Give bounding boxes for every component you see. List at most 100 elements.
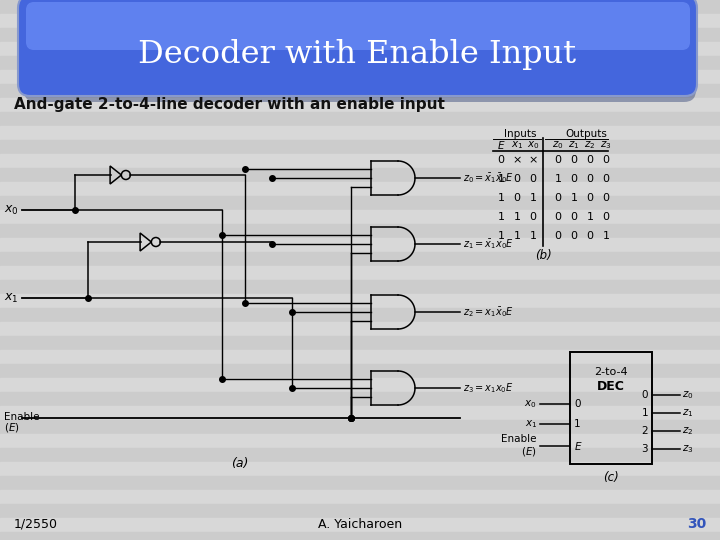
Bar <box>0 392 720 406</box>
Text: (b): (b) <box>535 249 552 262</box>
Bar <box>0 238 720 252</box>
Text: $z_3$: $z_3$ <box>600 139 612 151</box>
Text: 1: 1 <box>642 408 648 418</box>
Text: 0: 0 <box>587 174 593 184</box>
Text: 1/2550: 1/2550 <box>14 517 58 530</box>
Bar <box>0 434 720 448</box>
Text: $z_3$: $z_3$ <box>682 443 693 455</box>
Text: Enable: Enable <box>4 412 40 422</box>
Text: 0: 0 <box>513 174 521 184</box>
Bar <box>0 462 720 476</box>
Text: 0: 0 <box>570 231 577 241</box>
Bar <box>0 294 720 308</box>
Text: 0: 0 <box>603 174 610 184</box>
Text: $z_2$: $z_2$ <box>682 425 693 437</box>
Text: $x_0$: $x_0$ <box>524 398 537 410</box>
Text: 2: 2 <box>642 426 648 436</box>
Bar <box>0 490 720 504</box>
Text: $z_1 = \bar{x}_1x_0E$: $z_1 = \bar{x}_1x_0E$ <box>463 237 514 251</box>
Bar <box>0 112 720 126</box>
Bar <box>0 140 720 154</box>
Bar <box>0 406 720 420</box>
Text: 1: 1 <box>574 419 580 429</box>
Text: Decoder with Enable Input: Decoder with Enable Input <box>138 39 576 71</box>
Text: Outputs: Outputs <box>565 129 607 139</box>
Text: 0: 0 <box>554 193 562 203</box>
Text: $z_2$: $z_2$ <box>585 139 595 151</box>
Text: (a): (a) <box>231 456 248 469</box>
Bar <box>0 28 720 42</box>
Text: Inputs: Inputs <box>504 129 536 139</box>
Text: 0: 0 <box>554 212 562 222</box>
Text: $x_1$: $x_1$ <box>525 418 537 430</box>
Text: 1: 1 <box>554 174 562 184</box>
Text: DEC: DEC <box>597 380 625 393</box>
Text: 0: 0 <box>603 193 610 203</box>
Text: $z_3 = x_1x_0E$: $z_3 = x_1x_0E$ <box>463 381 514 395</box>
Text: 1: 1 <box>513 231 521 241</box>
Bar <box>0 196 720 210</box>
Bar <box>0 280 720 294</box>
Text: ×: × <box>528 155 538 165</box>
Bar <box>0 378 720 392</box>
Text: $z_1$: $z_1$ <box>568 139 580 151</box>
Bar <box>0 266 720 280</box>
Text: 3: 3 <box>642 444 648 454</box>
Text: 0: 0 <box>529 174 536 184</box>
Bar <box>0 350 720 364</box>
Bar <box>0 70 720 84</box>
Text: $E$: $E$ <box>497 139 505 151</box>
Text: (c): (c) <box>603 471 619 484</box>
Text: Enable
$(E)$: Enable $(E)$ <box>502 434 537 458</box>
Text: 0: 0 <box>603 155 610 165</box>
Bar <box>0 84 720 98</box>
Bar <box>0 420 720 434</box>
Bar <box>0 42 720 56</box>
Text: $z_1$: $z_1$ <box>682 407 693 419</box>
Text: $x_0$: $x_0$ <box>4 204 19 217</box>
Text: 0: 0 <box>570 155 577 165</box>
FancyBboxPatch shape <box>18 0 697 96</box>
Bar <box>0 364 720 378</box>
Bar <box>0 168 720 182</box>
Text: $x_0$: $x_0$ <box>527 139 539 151</box>
Bar <box>0 518 720 532</box>
FancyBboxPatch shape <box>24 2 696 102</box>
Text: 1: 1 <box>513 212 521 222</box>
FancyBboxPatch shape <box>26 2 690 50</box>
Text: 0: 0 <box>642 390 648 400</box>
Text: 0: 0 <box>554 231 562 241</box>
Text: $E$: $E$ <box>574 440 582 452</box>
Text: A. Yaicharoen: A. Yaicharoen <box>318 517 402 530</box>
Text: 1: 1 <box>498 174 505 184</box>
Text: $z_0$: $z_0$ <box>682 389 693 401</box>
Text: 0: 0 <box>587 231 593 241</box>
Bar <box>0 126 720 140</box>
Text: 0: 0 <box>529 212 536 222</box>
Bar <box>0 322 720 336</box>
Text: $z_0 = \bar{x}_1\bar{x}_0E$: $z_0 = \bar{x}_1\bar{x}_0E$ <box>463 171 514 185</box>
Text: 1: 1 <box>529 193 536 203</box>
Bar <box>0 0 720 14</box>
Text: 0: 0 <box>603 212 610 222</box>
Text: ×: × <box>513 155 522 165</box>
Text: And-gate 2-to-4-line decoder with an enable input: And-gate 2-to-4-line decoder with an ena… <box>14 97 445 111</box>
Text: 1: 1 <box>498 193 505 203</box>
Bar <box>0 14 720 28</box>
Bar <box>0 224 720 238</box>
Bar <box>0 532 720 540</box>
Bar <box>0 336 720 350</box>
Bar <box>0 504 720 518</box>
Text: 1: 1 <box>587 212 593 222</box>
Bar <box>0 448 720 462</box>
Text: 0: 0 <box>570 174 577 184</box>
Text: 1: 1 <box>498 231 505 241</box>
Text: 0: 0 <box>513 193 521 203</box>
Bar <box>0 98 720 112</box>
Text: $x_1$: $x_1$ <box>4 292 19 305</box>
Bar <box>0 182 720 196</box>
Bar <box>0 252 720 266</box>
Bar <box>0 308 720 322</box>
Bar <box>0 210 720 224</box>
Text: 1: 1 <box>603 231 610 241</box>
